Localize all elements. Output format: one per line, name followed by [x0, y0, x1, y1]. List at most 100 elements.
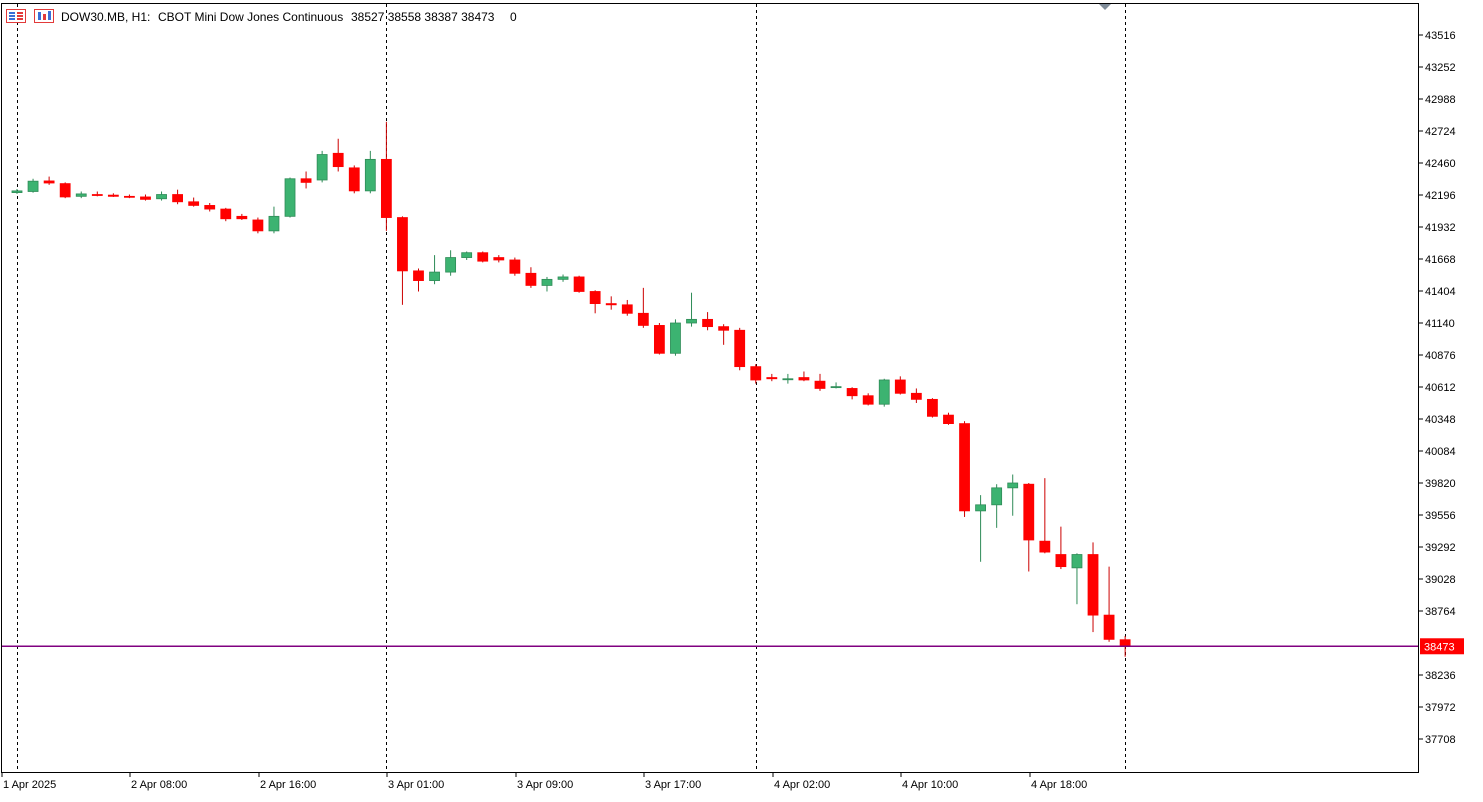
y-tick-label: 38236 [1425, 670, 1456, 682]
candle [1055, 526, 1067, 570]
x-tick-label: 1 Apr 2025 [3, 779, 56, 791]
y-tick-label: 41404 [1425, 286, 1456, 298]
bear-candle-body [1055, 554, 1067, 568]
candle [188, 197, 200, 207]
candle [734, 327, 746, 371]
candle [702, 312, 713, 331]
candle [413, 268, 424, 292]
candle [670, 319, 681, 356]
bear-candle-body [220, 208, 232, 220]
y-tick-label: 39820 [1425, 478, 1456, 490]
candle [493, 255, 505, 263]
candle [830, 382, 842, 389]
y-tick-label: 37708 [1425, 734, 1456, 746]
bull-candle-body [782, 378, 794, 381]
bull-candle-body [268, 215, 280, 232]
bear-candle-body [894, 379, 906, 394]
symbol-label: DOW30.MB, H1: [61, 10, 150, 24]
bear-candle-body [124, 195, 135, 198]
candle [91, 191, 103, 197]
candle [750, 364, 762, 384]
candle [959, 421, 970, 517]
candle [220, 207, 232, 222]
bear-candle-body [140, 196, 151, 200]
candle [782, 373, 794, 384]
bear-candle-body [43, 180, 55, 184]
candle [140, 194, 151, 201]
candle [380, 121, 392, 231]
candle [975, 495, 986, 562]
candle [59, 182, 71, 199]
plot-frame [1, 3, 1419, 773]
chart-indicator-icon[interactable] [34, 9, 54, 23]
candle [75, 191, 87, 199]
candle [477, 251, 489, 263]
candle [686, 292, 697, 327]
x-tick-label: 4 Apr 02:00 [774, 779, 830, 791]
y-tick-label: 38764 [1425, 606, 1456, 618]
candle [557, 274, 569, 282]
bear-candle-body [1087, 554, 1099, 616]
candle [943, 412, 954, 425]
candle [397, 216, 408, 305]
time-axis[interactable]: 1 Apr 2025 2 Apr 08:00 2 Apr 16:00 3 Apr 01… [1, 772, 1087, 791]
candle [718, 324, 730, 345]
candle [252, 217, 264, 234]
bear-candle-body [654, 325, 665, 354]
bear-candle-body [397, 217, 408, 272]
y-tick-label: 39556 [1425, 510, 1456, 522]
candle [991, 484, 1003, 528]
candle [332, 138, 344, 172]
x-tick-label: 4 Apr 18:00 [1031, 779, 1087, 791]
x-tick-label: 2 Apr 16:00 [260, 779, 316, 791]
ohlc-values: 38527 38558 38387 38473 [351, 10, 495, 24]
bull-candle-body [11, 190, 23, 193]
bear-candle-body [943, 414, 954, 425]
y-tick-label: 40084 [1425, 446, 1456, 458]
bear-candle-body [348, 167, 360, 192]
bull-candle-body [1071, 554, 1083, 569]
y-tick-label: 40876 [1425, 350, 1456, 362]
price-axis[interactable]: 43516 43252 42988 42724 42460 42196 41932 41668… [1418, 30, 1456, 746]
candle [541, 276, 553, 292]
bull-candle-body [284, 178, 296, 217]
trading-panel-icon[interactable] [6, 9, 26, 23]
candle [1071, 553, 1083, 605]
bull-candle-body [316, 154, 328, 181]
bull-candle-body [878, 379, 890, 405]
candle [348, 165, 360, 194]
bull-candle-body [27, 180, 39, 192]
chart-shift-marker[interactable] [1099, 4, 1111, 10]
x-tick-label: 3 Apr 09:00 [517, 779, 573, 791]
y-tick-label: 39028 [1425, 574, 1456, 586]
bear-candle-body [1023, 483, 1035, 541]
bear-candle-body [814, 380, 826, 389]
bear-candle-body [300, 178, 312, 183]
candle [1023, 483, 1035, 572]
bear-candle-body [750, 366, 762, 381]
bull-candle-body [75, 193, 87, 197]
y-tick-label: 41668 [1425, 254, 1456, 266]
current-price-label: 38473 [1424, 641, 1455, 653]
y-tick-label: 37972 [1425, 702, 1456, 714]
candle [509, 257, 521, 276]
bear-candle-body [798, 377, 810, 381]
candle [637, 287, 649, 328]
candle [445, 250, 457, 276]
bear-candle-body [380, 158, 392, 218]
bear-candle-body [252, 219, 264, 232]
bear-candle-body [621, 304, 633, 314]
bull-candle-body [445, 257, 457, 273]
y-tick-label: 41140 [1425, 318, 1455, 330]
bear-candle-body [589, 291, 601, 305]
y-tick-label: 40612 [1425, 382, 1456, 394]
y-tick-label: 43516 [1425, 30, 1456, 42]
candle [124, 194, 135, 199]
candle [284, 177, 296, 218]
candle [1103, 566, 1115, 642]
candle [156, 191, 167, 201]
candle [1007, 474, 1019, 516]
bull-candle-body [991, 487, 1003, 506]
